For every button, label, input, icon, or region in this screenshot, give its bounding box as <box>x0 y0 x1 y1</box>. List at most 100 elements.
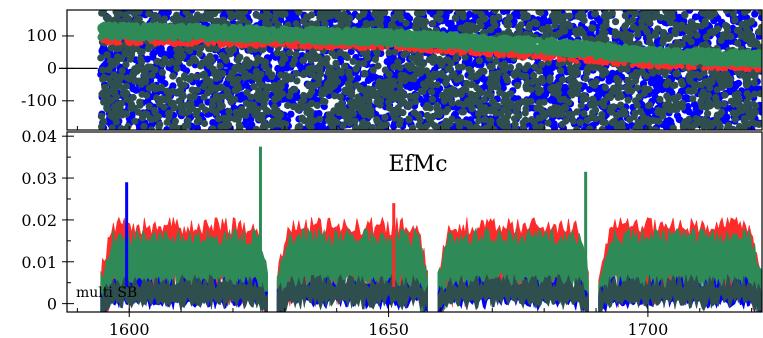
scatter-point-dark <box>122 60 130 69</box>
scatter-point-dark <box>636 124 644 130</box>
scatter-point-dark <box>729 109 737 117</box>
scatter-point-dark <box>143 91 151 99</box>
scatter-point-dark <box>584 64 592 72</box>
scatter-point-dark <box>112 118 120 126</box>
scatter-point-dark <box>712 27 720 35</box>
scatter-point-dark <box>606 12 614 20</box>
scatter-point-dark <box>364 21 372 29</box>
scatter-point-dark <box>188 105 197 113</box>
scatter-point-dark <box>601 119 610 127</box>
scatter-point-dark <box>112 10 120 16</box>
scatter-point-dark <box>580 109 588 118</box>
scatter-point-dark <box>579 95 587 103</box>
scatter-point-dark <box>446 89 454 97</box>
scatter-point-dark <box>624 96 632 104</box>
scatter-point-dark <box>635 93 643 101</box>
scatter-point-dark <box>109 58 117 66</box>
scatter-point-dark <box>271 16 279 24</box>
scatter-point-dark <box>112 16 120 24</box>
scatter-point-dark <box>425 115 433 123</box>
scatter-point-dark <box>487 26 495 34</box>
scatter-point-dark <box>588 80 596 88</box>
scatter-point-dark <box>371 55 379 64</box>
scatter-point-dark <box>612 18 620 26</box>
scatter-point-dark <box>319 97 327 105</box>
scatter-point-dark <box>740 124 748 130</box>
scatter-point-blue <box>149 53 157 61</box>
scatter-point-dark <box>494 83 502 91</box>
scatter-point-dark <box>286 49 294 57</box>
scatter-point-dark <box>488 98 496 106</box>
scatter-point-dark <box>494 102 502 110</box>
scatter-point-dark <box>589 64 598 72</box>
scatter-point-dark <box>273 89 281 97</box>
scatter-point-dark <box>662 101 670 109</box>
scatter-point-blue <box>539 18 547 26</box>
scatter-point-dark <box>522 105 530 113</box>
scatter-point-dark <box>354 93 362 101</box>
scatter-point-dark <box>193 73 201 81</box>
scatter-point-dark <box>492 57 500 65</box>
scatter-point-dark <box>381 10 389 17</box>
scatter-point-dark <box>307 20 315 28</box>
scatter-point-dark <box>165 96 173 104</box>
scatter-point-dark <box>169 123 177 130</box>
scatter-point-dark <box>97 54 105 62</box>
scatter-point-dark <box>226 10 234 17</box>
scatter-point-dark <box>148 71 156 79</box>
scatter-point-dark <box>523 99 531 107</box>
scatter-point-dark <box>555 60 563 68</box>
scatter-point-dark <box>743 103 751 111</box>
scatter-point-dark <box>666 18 675 27</box>
scatter-point-dark <box>580 16 588 24</box>
scatter-point-blue <box>503 10 511 15</box>
scatter-point-dark <box>428 88 436 96</box>
scatter-point-dark <box>133 64 141 72</box>
scatter-point-dark <box>308 11 316 19</box>
scatter-point-dark <box>345 70 353 78</box>
scatter-point-dark <box>130 69 138 77</box>
scatter-point-dark <box>710 71 718 79</box>
scatter-point-blue <box>544 65 552 73</box>
scatter-point-dark <box>743 90 751 98</box>
scatter-point-dark <box>459 100 467 109</box>
scatter-point-dark <box>452 90 460 98</box>
scatter-point-dark <box>388 21 396 29</box>
scatter-point-dark <box>396 82 404 90</box>
scatter-point-dark <box>669 124 677 130</box>
scatter-point-dark <box>744 30 752 39</box>
scatter-point-dark <box>316 14 324 22</box>
scatter-point-dark <box>382 121 390 129</box>
scatter-point-dark <box>332 126 340 130</box>
scatter-point-dark <box>544 23 552 31</box>
scatter-point-dark <box>752 102 760 110</box>
scatter-point-dark <box>172 88 180 96</box>
scatter-point-dark <box>671 81 679 89</box>
scatter-point-dark <box>521 65 529 73</box>
scatter-point-dark <box>638 22 646 30</box>
scatter-point-dark <box>292 69 300 77</box>
scatter-point-dark <box>268 118 276 126</box>
scatter-point-dark <box>234 75 242 83</box>
scatter-point-dark <box>216 62 224 70</box>
scatter-point-dark <box>551 16 559 24</box>
scatter-point-dark <box>218 93 226 101</box>
scatter-point-dark <box>304 117 312 125</box>
scatter-point-dark <box>416 53 424 62</box>
scatter-point-dark <box>433 81 441 89</box>
scatter-point-dark <box>749 118 757 127</box>
scatter-point-dark <box>262 10 271 15</box>
scatter-point-dark <box>361 70 369 78</box>
scatter-point-dark <box>702 33 710 41</box>
scatter-point-dark <box>721 81 729 89</box>
scatter-point-dark <box>321 12 329 20</box>
scatter-point-dark <box>307 123 315 130</box>
scatter-point-blue <box>595 87 603 95</box>
scatter-point-dark <box>305 65 313 73</box>
scatter-point-blue <box>163 126 171 130</box>
scatter-point-dark <box>341 112 349 120</box>
scatter-point-dark <box>565 110 573 119</box>
scatter-point-blue <box>734 79 743 87</box>
scatter-point-dark <box>503 18 511 26</box>
scatter-point-dark <box>369 66 377 74</box>
